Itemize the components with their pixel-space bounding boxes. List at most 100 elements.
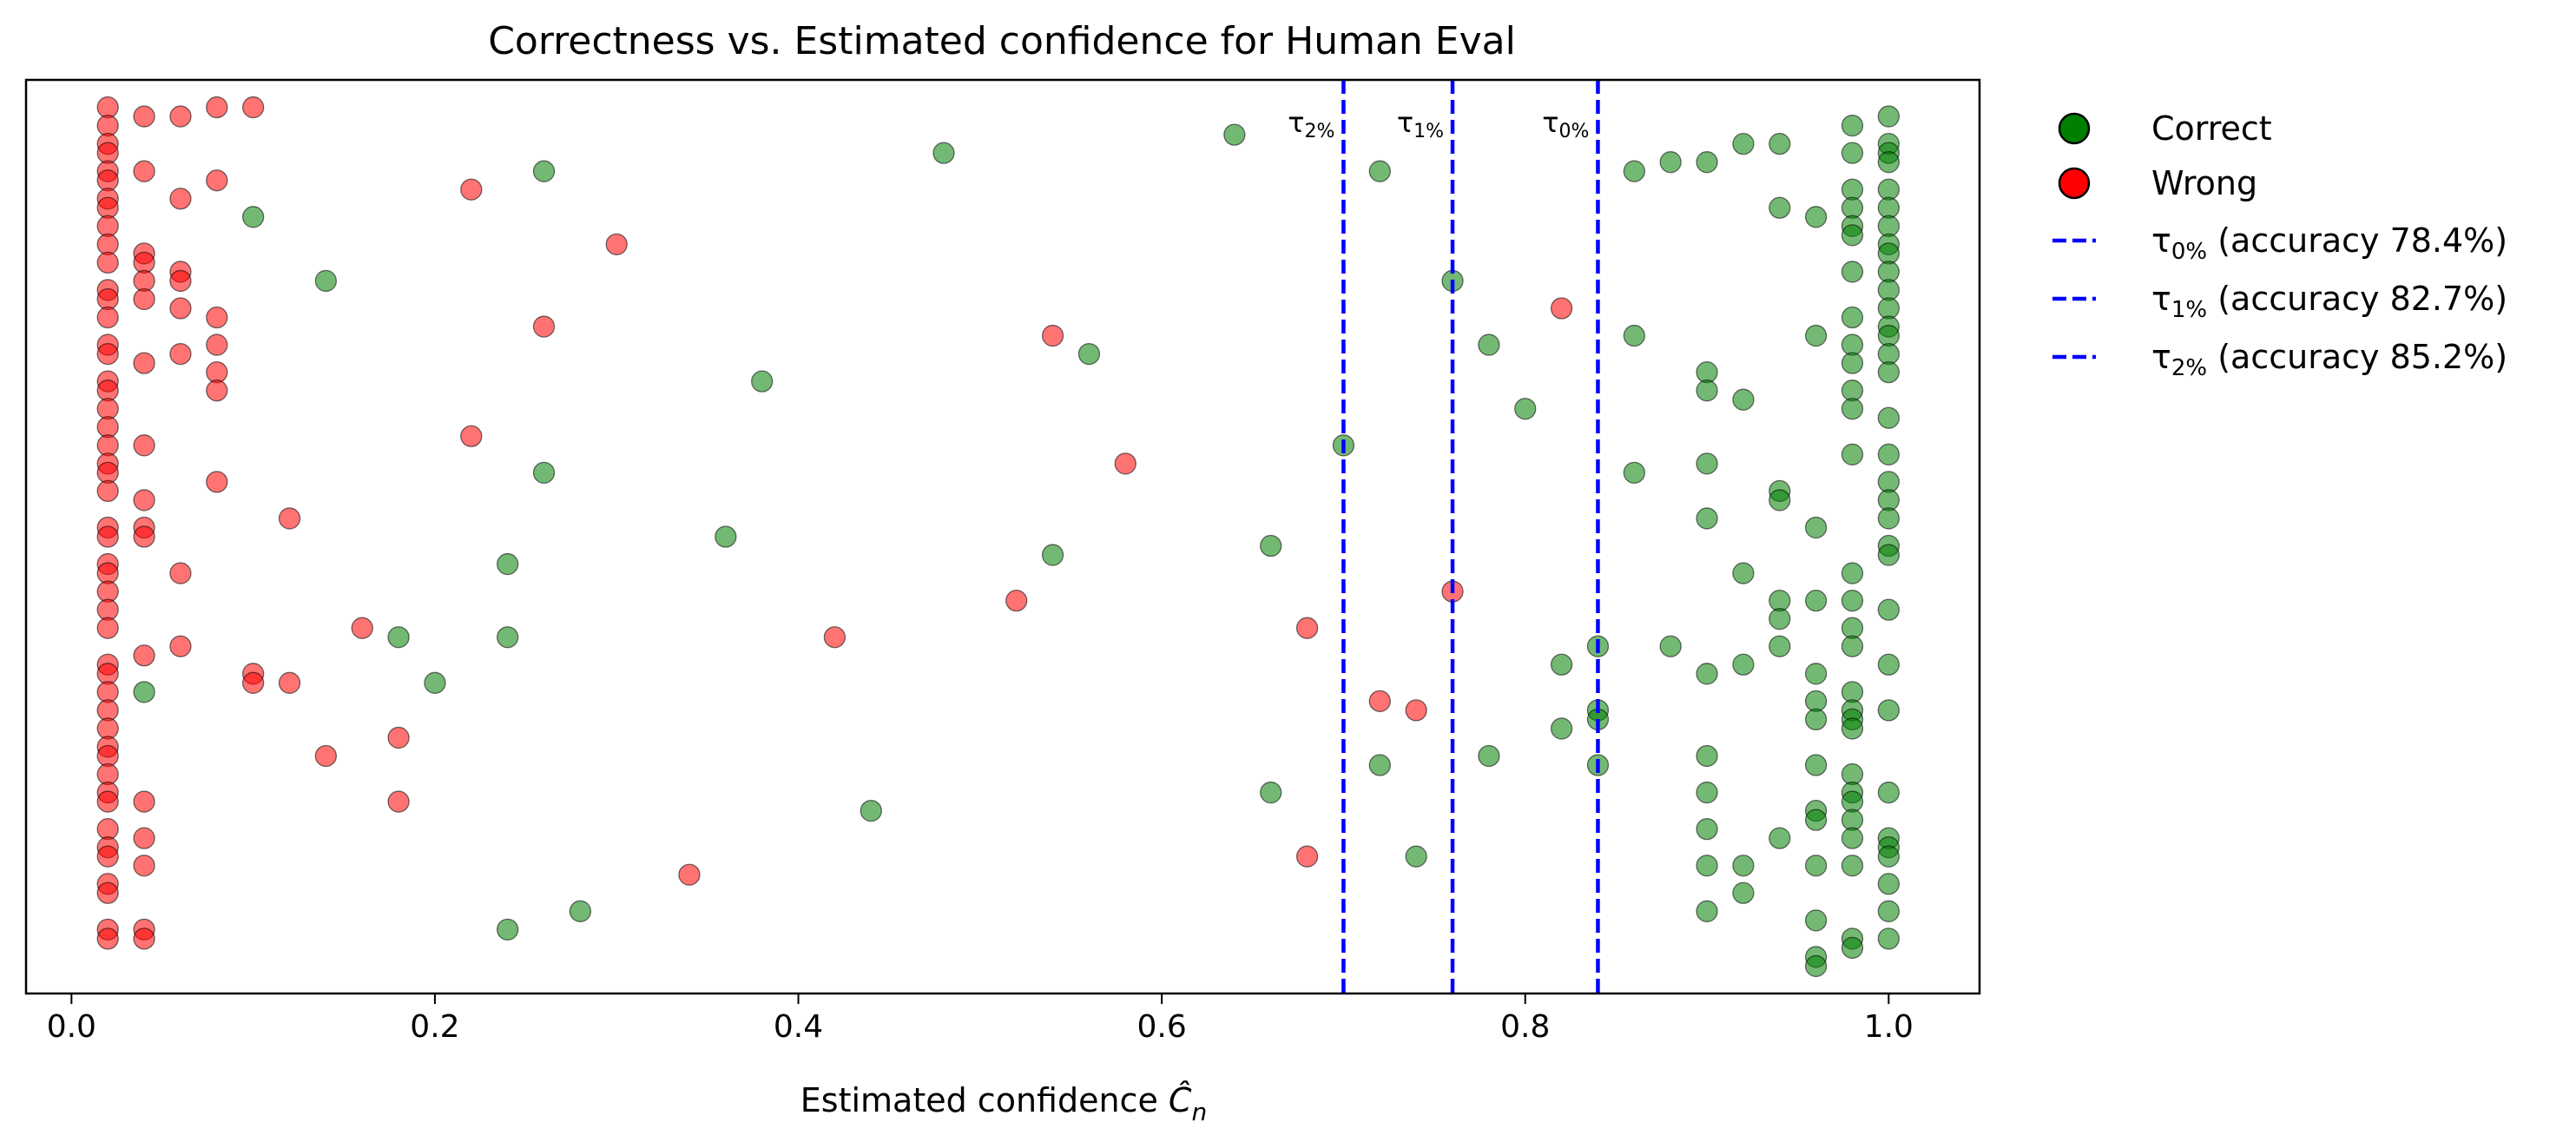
point-correct-13 — [860, 799, 882, 822]
x-axis-label: Estimated confidence Ĉn — [800, 1081, 1207, 1126]
point-correct-10 — [569, 900, 592, 922]
point-wrong-75 — [206, 306, 228, 329]
point-correct-25 — [1478, 333, 1500, 356]
point-correct-123 — [1877, 406, 1900, 429]
point-wrong-91 — [532, 315, 556, 338]
point-correct-3 — [387, 626, 410, 649]
point-correct-92 — [1841, 589, 1864, 612]
point-wrong-72 — [169, 635, 192, 657]
point-wrong-99 — [1295, 845, 1319, 868]
point-correct-122 — [1877, 360, 1900, 384]
point-correct-64 — [1804, 206, 1828, 228]
point-wrong-79 — [206, 471, 228, 493]
point-correct-91 — [1841, 562, 1864, 584]
point-correct-7 — [497, 918, 519, 941]
point-correct-62 — [1769, 635, 1791, 657]
point-correct-137 — [1877, 873, 1900, 895]
point-correct-49 — [1696, 900, 1718, 922]
point-wrong-94 — [823, 626, 847, 649]
point-correct-61 — [1769, 608, 1791, 630]
point-wrong-53 — [133, 287, 155, 311]
point-correct-6 — [497, 626, 519, 649]
legend-marker-wrong — [2058, 167, 2091, 200]
point-wrong-76 — [206, 333, 228, 356]
point-wrong-23 — [96, 479, 119, 503]
point-correct-4 — [424, 671, 446, 694]
point-correct-89 — [1841, 398, 1864, 420]
point-wrong-73 — [206, 96, 228, 119]
point-correct-12 — [751, 370, 774, 393]
point-wrong-47 — [96, 927, 119, 950]
point-correct-50 — [1732, 132, 1755, 155]
point-correct-52 — [1732, 562, 1755, 584]
point-correct-37 — [1659, 151, 1682, 174]
point-wrong-98 — [1295, 617, 1319, 639]
point-correct-19 — [1260, 781, 1282, 804]
point-correct-0 — [133, 681, 155, 703]
point-wrong-40 — [96, 790, 119, 813]
x-axis: 0.0 0.2 0.4 0.6 0.8 1.0 — [47, 993, 1914, 1045]
x-tick-label: 0.0 — [47, 1009, 96, 1045]
point-correct-75 — [1804, 909, 1828, 932]
point-wrong-96 — [1041, 324, 1064, 347]
point-correct-15 — [1041, 544, 1064, 566]
point-wrong-82 — [241, 671, 265, 694]
point-wrong-95 — [1005, 589, 1028, 612]
point-correct-42 — [1696, 452, 1718, 475]
point-correct-98 — [1841, 717, 1864, 740]
point-wrong-80 — [241, 96, 265, 119]
point-correct-35 — [1623, 324, 1645, 347]
point-wrong-74 — [206, 169, 228, 192]
point-correct-79 — [1841, 142, 1864, 164]
threshold-label-2pct: τ2% — [1288, 106, 1334, 142]
point-wrong-93 — [678, 863, 701, 886]
point-wrong-58 — [133, 525, 155, 548]
point-correct-70 — [1804, 708, 1828, 731]
point-wrong-43 — [96, 845, 119, 868]
x-tick-label: 0.6 — [1137, 1009, 1187, 1045]
point-correct-39 — [1696, 151, 1718, 174]
point-wrong-92 — [605, 233, 628, 256]
point-correct-16 — [1077, 342, 1101, 366]
point-correct-21 — [1368, 160, 1391, 182]
point-correct-73 — [1804, 809, 1828, 831]
point-correct-71 — [1804, 754, 1828, 776]
legend-label-wrong: Wrong — [2151, 164, 2257, 202]
point-correct-77 — [1804, 954, 1828, 978]
point-wrong-66 — [169, 188, 192, 210]
x-tick-label: 1.0 — [1864, 1009, 1914, 1045]
point-correct-48 — [1696, 855, 1718, 877]
point-wrong-59 — [133, 644, 155, 667]
point-wrong-97 — [1114, 452, 1136, 475]
point-correct-28 — [1550, 653, 1573, 676]
x-axis-label-text: Estimated confidence — [800, 1081, 1169, 1119]
point-wrong-56 — [133, 489, 155, 512]
point-wrong-25 — [96, 525, 119, 548]
point-correct-131 — [1877, 653, 1900, 676]
point-correct-23 — [1405, 845, 1427, 868]
point-wrong-64 — [133, 927, 155, 950]
legend-label-correct: Correct — [2151, 109, 2272, 148]
point-correct-124 — [1877, 443, 1900, 465]
point-correct-129 — [1877, 544, 1900, 566]
point-correct-34 — [1623, 160, 1645, 182]
point-correct-51 — [1732, 388, 1755, 411]
point-correct-47 — [1696, 817, 1718, 841]
point-correct-130 — [1877, 598, 1900, 621]
point-wrong-15 — [96, 342, 119, 366]
point-correct-65 — [1804, 324, 1828, 347]
point-correct-133 — [1877, 781, 1900, 804]
point-correct-127 — [1877, 507, 1900, 530]
point-correct-94 — [1841, 635, 1864, 657]
point-wrong-88 — [387, 790, 410, 813]
point-correct-1 — [241, 206, 265, 228]
point-wrong-85 — [314, 744, 337, 768]
point-correct-22 — [1368, 754, 1391, 776]
point-wrong-48 — [133, 105, 155, 128]
point-correct-132 — [1877, 699, 1900, 722]
threshold-label-0pct: τ0% — [1542, 106, 1589, 142]
legend-label-tau-2pct: τ2% (accuracy 85.2%) — [2151, 338, 2507, 381]
point-correct-110 — [1877, 151, 1900, 174]
legend-label-tau-1pct: τ1% (accuracy 82.7%) — [2151, 280, 2507, 323]
point-wrong-62 — [133, 855, 155, 877]
